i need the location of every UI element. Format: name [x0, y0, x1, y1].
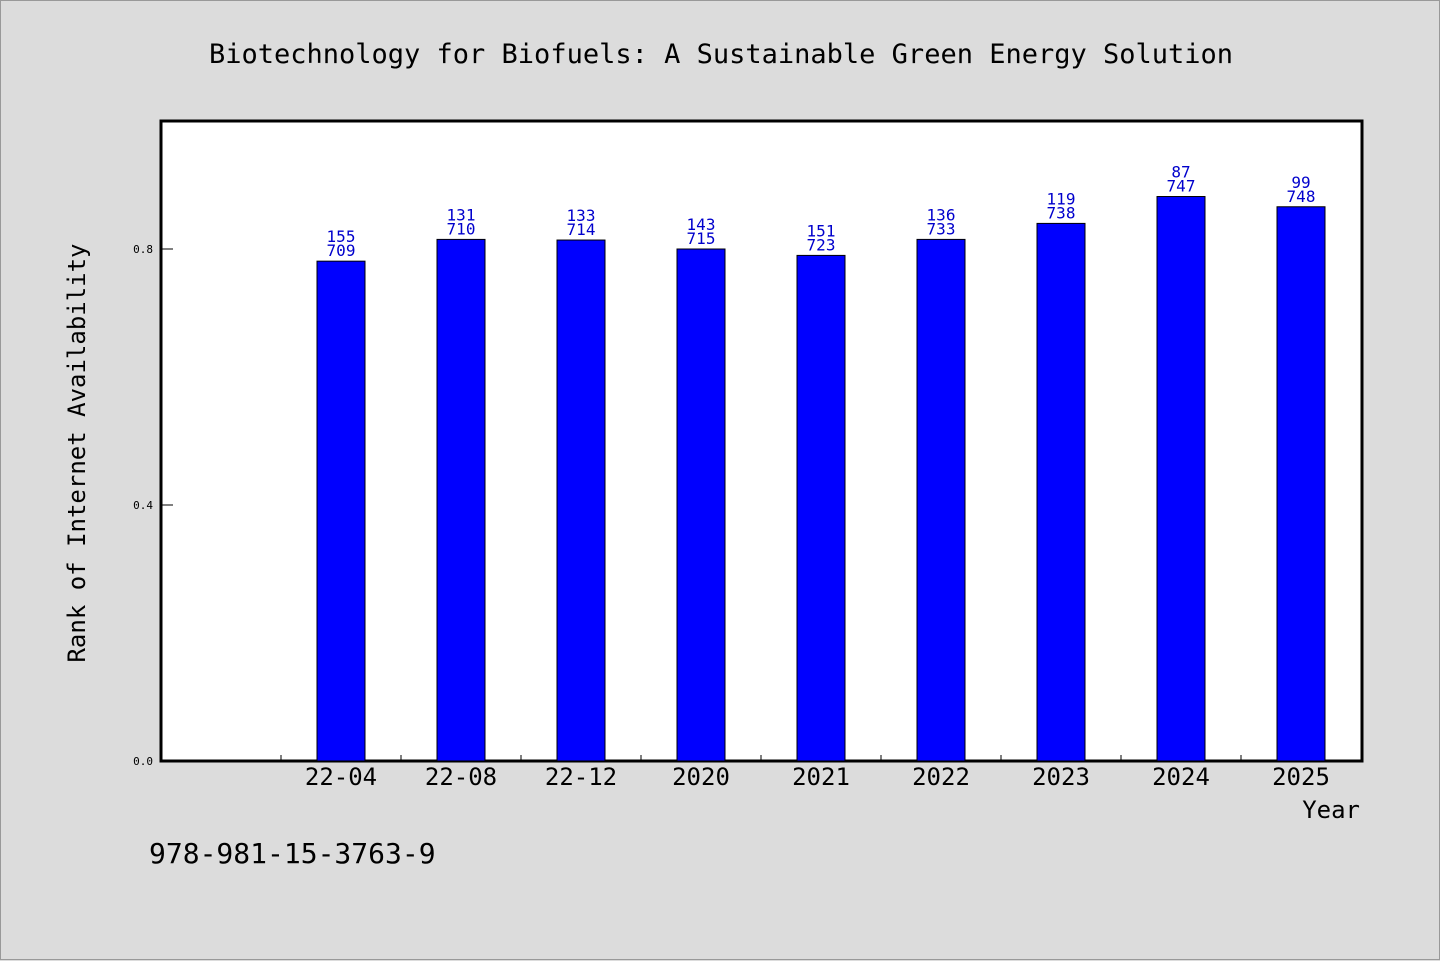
x-axis-label: Year: [1302, 796, 1360, 824]
data-label-bottom-2023: 738: [1047, 203, 1076, 222]
data-label-bottom-2025: 748: [1287, 187, 1316, 206]
y-axis: 0.0 0.4 0.8: [133, 243, 173, 768]
x-axis: 22-04 22-08 22-12 2020 2021 2022 2023 2024 2025: [280, 755, 1362, 791]
data-label-bottom-22-04: 709: [327, 241, 356, 260]
data-label-top-2021: 151: [807, 221, 836, 240]
x-tick-label-2025: 2025: [1272, 763, 1330, 791]
data-label-top-2023: 119: [1047, 189, 1076, 208]
bars: [316, 196, 1326, 762]
data-label-bottom-2022: 733: [927, 219, 956, 238]
bar-22-04: [316, 260, 366, 762]
data-label-top-22-08: 131: [447, 205, 476, 224]
x-tick-label-2020: 2020: [672, 763, 730, 791]
y-tick-label: 0.0: [133, 755, 153, 768]
data-label-top-2025: 99: [1291, 173, 1310, 192]
x-tick-label-2021: 2021: [792, 763, 850, 791]
y-tick-label: 0.8: [133, 243, 153, 256]
data-label-bottom-22-08: 710: [447, 219, 476, 238]
bar-2022: [916, 238, 966, 762]
y-tick-label: 0.4: [133, 499, 153, 512]
y-axis-label: Rank of Internet Availability: [63, 243, 91, 662]
footnote-isbn: 978-981-15-3763-9: [149, 837, 436, 870]
x-tick-label-22-12: 22-12: [545, 763, 617, 791]
bar-2023: [1036, 222, 1086, 762]
data-label-bottom-2021: 723: [807, 235, 836, 254]
bar-2025: [1276, 206, 1326, 762]
data-label-bottom-22-12: 714: [567, 220, 596, 239]
bar-2024: [1156, 196, 1206, 762]
x-tick-label-22-08: 22-08: [425, 763, 497, 791]
data-label-bottom-2020: 715: [687, 229, 716, 248]
x-tick-label-2024: 2024: [1152, 763, 1210, 791]
bar-2020: [676, 248, 726, 762]
bar-22-12: [556, 239, 606, 762]
data-label-top-22-04: 155: [327, 227, 356, 246]
bar-2021: [796, 254, 846, 762]
x-tick-label-2022: 2022: [912, 763, 970, 791]
data-label-top-2022: 136: [927, 205, 956, 224]
x-tick-label-2023: 2023: [1032, 763, 1090, 791]
chart-title: Biotechnology for Biofuels: A Sustainabl…: [209, 39, 1233, 70]
bar-22-08: [436, 238, 486, 762]
data-label-top-2024: 87: [1171, 163, 1190, 182]
data-label-top-22-12: 133: [567, 206, 596, 225]
data-label-bottom-2024: 747: [1167, 177, 1196, 196]
x-tick-label-22-04: 22-04: [305, 763, 377, 791]
data-label-top-2020: 143: [687, 215, 716, 234]
